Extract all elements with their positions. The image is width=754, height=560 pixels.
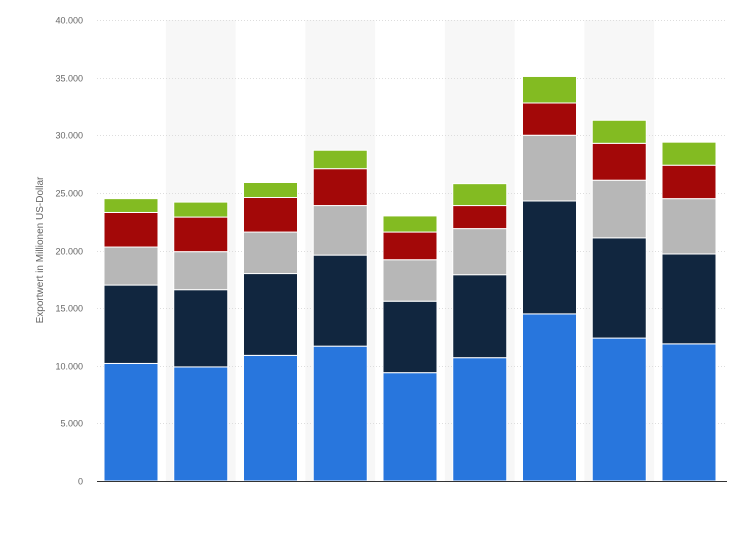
- bar-segment-2: [173, 289, 229, 368]
- bar-segment-5: [591, 119, 647, 144]
- bar-segment-3: [591, 179, 647, 239]
- bar-segment-4: [522, 102, 577, 136]
- y-tick-label: 20.000: [55, 247, 83, 257]
- bar-segment-5: [382, 215, 438, 233]
- bar-segment-4: [591, 142, 647, 181]
- bar-segment-4: [312, 168, 368, 207]
- bar-segment-1: [522, 313, 577, 482]
- bar-segment-4: [661, 164, 717, 200]
- y-axis-title: Exportwert in Millionen US-Dollar: [35, 176, 46, 323]
- bar-segment-5: [243, 182, 298, 198]
- bar-segment-2: [243, 273, 298, 356]
- bar-segment-3: [173, 251, 229, 291]
- bar-segment-4: [103, 211, 159, 248]
- bar-segment-1: [103, 362, 159, 482]
- bar-segment-5: [312, 149, 368, 170]
- bar-segment-3: [103, 246, 159, 286]
- y-tick-label: 30.000: [55, 131, 83, 141]
- bars: [103, 75, 717, 482]
- bar-segment-5: [173, 201, 229, 218]
- bar-segment-3: [243, 231, 298, 275]
- bar-segment-5: [661, 141, 717, 166]
- bar-segment-3: [382, 259, 438, 302]
- bar-segment-2: [522, 200, 577, 315]
- bar-segment-1: [243, 354, 298, 482]
- bar-segment-1: [661, 343, 717, 482]
- bar-segment-1: [452, 357, 508, 482]
- y-tick-label: 25.000: [55, 189, 83, 199]
- bar-segment-2: [661, 253, 717, 345]
- bar-segment-4: [173, 216, 229, 253]
- bar-segment-3: [452, 228, 508, 276]
- bar-segment-4: [452, 205, 508, 230]
- bar-segment-5: [522, 75, 577, 104]
- bar-segment-3: [522, 134, 577, 202]
- bar-segment-1: [173, 366, 229, 482]
- y-tick-label: 35.000: [55, 74, 83, 84]
- y-tick-label: 0: [78, 477, 83, 487]
- bar-segment-2: [591, 237, 647, 339]
- bar-segment-5: [103, 198, 159, 213]
- y-tick-label: 10.000: [55, 362, 83, 372]
- bar-segment-3: [661, 198, 717, 255]
- bar-segment-4: [243, 196, 298, 233]
- bar-segment-1: [591, 337, 647, 482]
- bar-segment-2: [382, 300, 438, 374]
- bar-segment-1: [382, 372, 438, 482]
- y-tick-label: 40.000: [55, 16, 83, 26]
- y-tick-label: 5.000: [60, 419, 83, 429]
- bar-segment-3: [312, 205, 368, 256]
- bar-segment-2: [103, 284, 159, 364]
- bar-segment-4: [382, 231, 438, 261]
- y-tick-label: 15.000: [55, 304, 83, 314]
- bar-segment-5: [452, 183, 508, 207]
- bar-segment-2: [452, 274, 508, 359]
- bar-segment-1: [312, 345, 368, 482]
- y-axis-ticks: 0 5.000 10.000 15.000 20.000 25.000 30.000 35.0…: [55, 16, 83, 487]
- bar-segment-2: [312, 254, 368, 347]
